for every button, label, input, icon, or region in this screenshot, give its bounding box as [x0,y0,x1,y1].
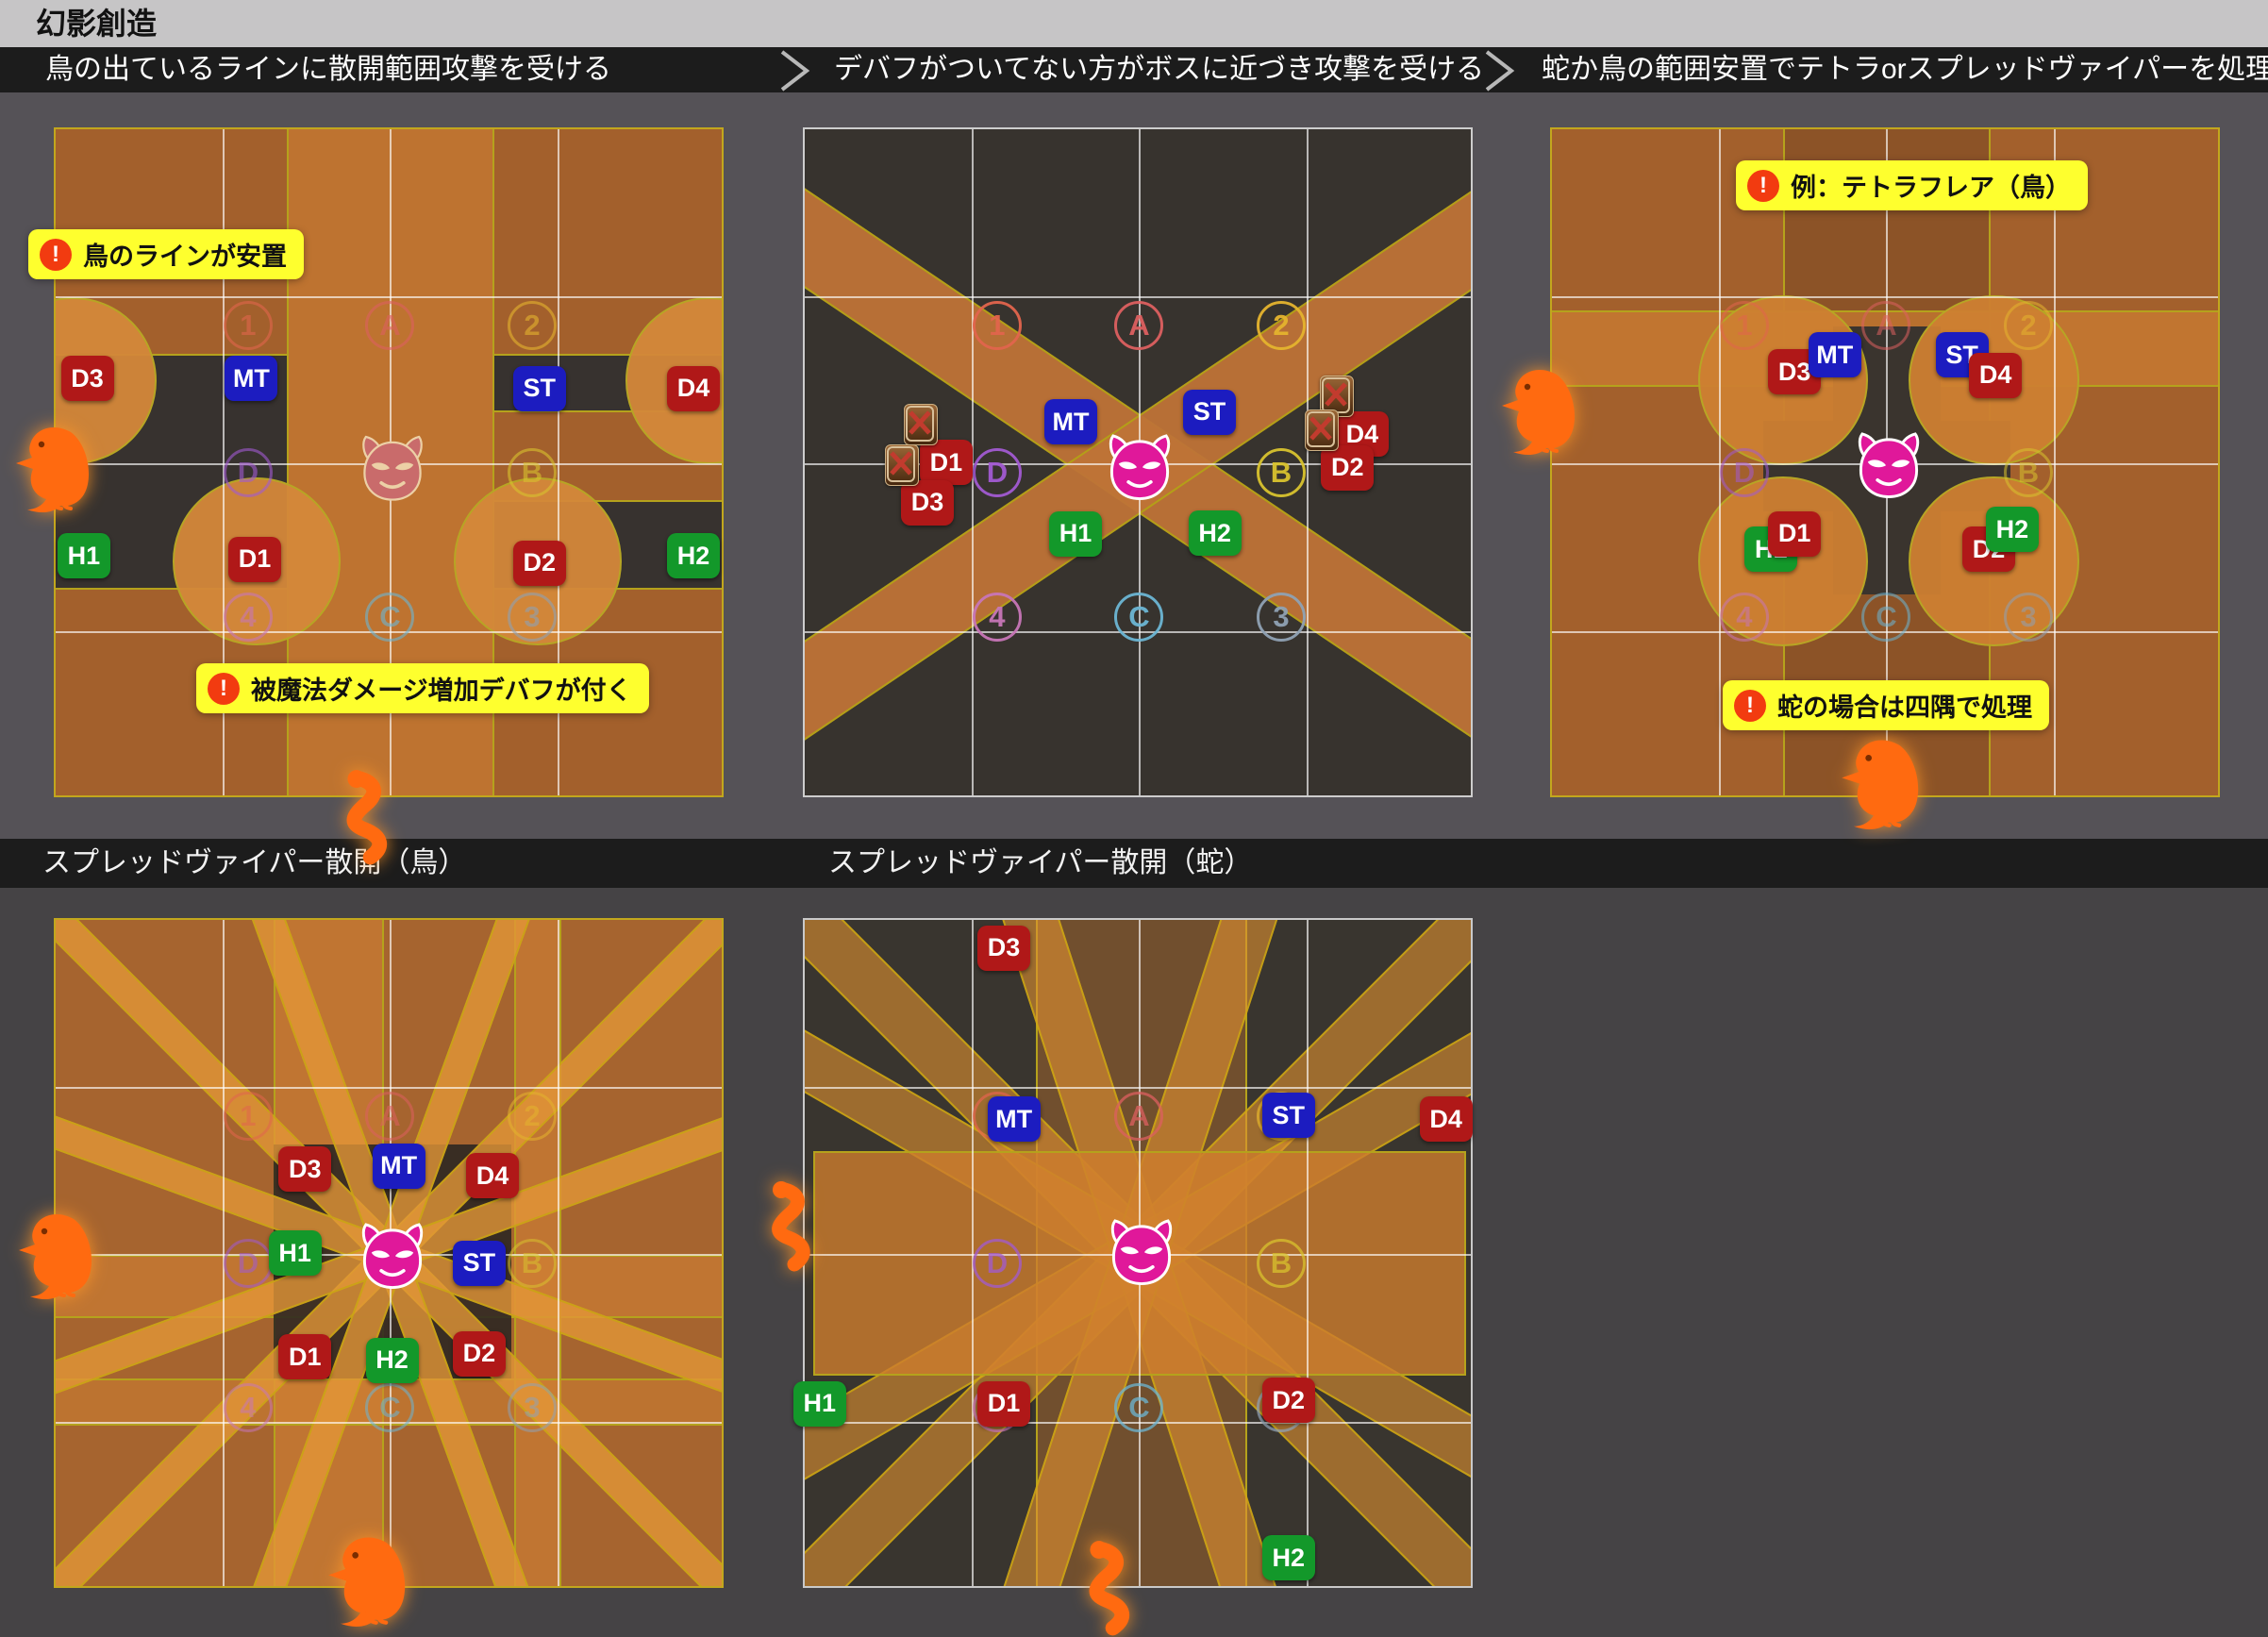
grid-line-vertical [1306,129,1309,795]
section-2-label: スプレッドヴァイパー散開（蛇） [828,847,1253,878]
grid-line-vertical [971,920,974,1586]
grid-line-vertical [1718,129,1721,795]
grid-line-horizontal [805,463,1471,465]
callout: ! 例：テトラフレア（鳥） [1736,160,2088,210]
section-1-label: スプレッドヴァイパー散開（鳥） [42,847,467,878]
aoe-rect [514,920,562,1586]
callout: ! 鳥のラインが安置 [28,229,304,279]
aoe-circle [454,477,622,645]
grid-line-horizontal [56,1254,722,1256]
alert-icon: ! [40,238,72,271]
chevron-separator-icon [1485,50,1515,92]
grid-line-horizontal [1552,295,2218,298]
grid-line-horizontal [56,1086,722,1089]
grid-line-horizontal [805,630,1471,633]
grid-line-horizontal [1552,463,2218,465]
aoe-circle [1697,476,1869,647]
grid-line-horizontal [805,295,1471,298]
step-3-label: 蛇か鳥の範囲安置でテトラorスプレッドヴァイパーを処理 [1542,54,2268,85]
arena-surface [54,918,724,1588]
callout-text: 鳥のラインが安置 [83,242,287,271]
callout-text: 例：テトラフレア（鳥） [1791,174,2071,202]
grid-line-horizontal [1552,630,2218,633]
grid-line-horizontal [56,295,722,298]
grid-line-horizontal [56,1421,722,1424]
arena-surface [803,127,1473,797]
callout: ! 蛇の場合は四隅で処理 [1723,680,2049,730]
alert-icon: ! [1747,169,1779,202]
grid-line-vertical [222,129,225,795]
grid-line-horizontal [56,463,722,465]
alert-icon: ! [1734,689,1766,722]
arena-surface [803,918,1473,1588]
callout: ! 被魔法ダメージ増加デバフが付く [196,663,649,713]
step-1-label: 鳥の出ているラインに散開範囲攻撃を受ける [45,54,611,85]
grid-line-horizontal [805,1254,1471,1256]
grid-line-vertical [222,920,225,1586]
grid-line-vertical [2053,129,2056,795]
grid-line-horizontal [805,1421,1471,1424]
section-header-strip: スプレッドヴァイパー散開（鳥） スプレッドヴァイパー散開（蛇） [0,839,2268,888]
grid-line-horizontal [805,1086,1471,1089]
aoe-circle [173,477,341,645]
callout-text: 被魔法ダメージ増加デバフが付く [251,677,632,705]
callout-text: 蛇の場合は四隅で処理 [1777,693,2032,722]
alert-icon: ! [208,672,240,705]
step-2-label: デバフがついてない方がボスに近づき攻撃を受ける [834,54,1485,85]
grid-line-vertical [1306,920,1309,1586]
page-title: 幻影創造 [0,0,2268,47]
step-header-strip: 鳥の出ているラインに散開範囲攻撃を受ける デバフがついてない方がボスに近づき攻撃… [0,47,2268,92]
grid-line-vertical [557,129,559,795]
chevron-separator-icon [780,50,810,92]
aoe-circle [1697,295,1869,466]
grid-line-horizontal [56,630,722,633]
grid-line-vertical [557,920,559,1586]
